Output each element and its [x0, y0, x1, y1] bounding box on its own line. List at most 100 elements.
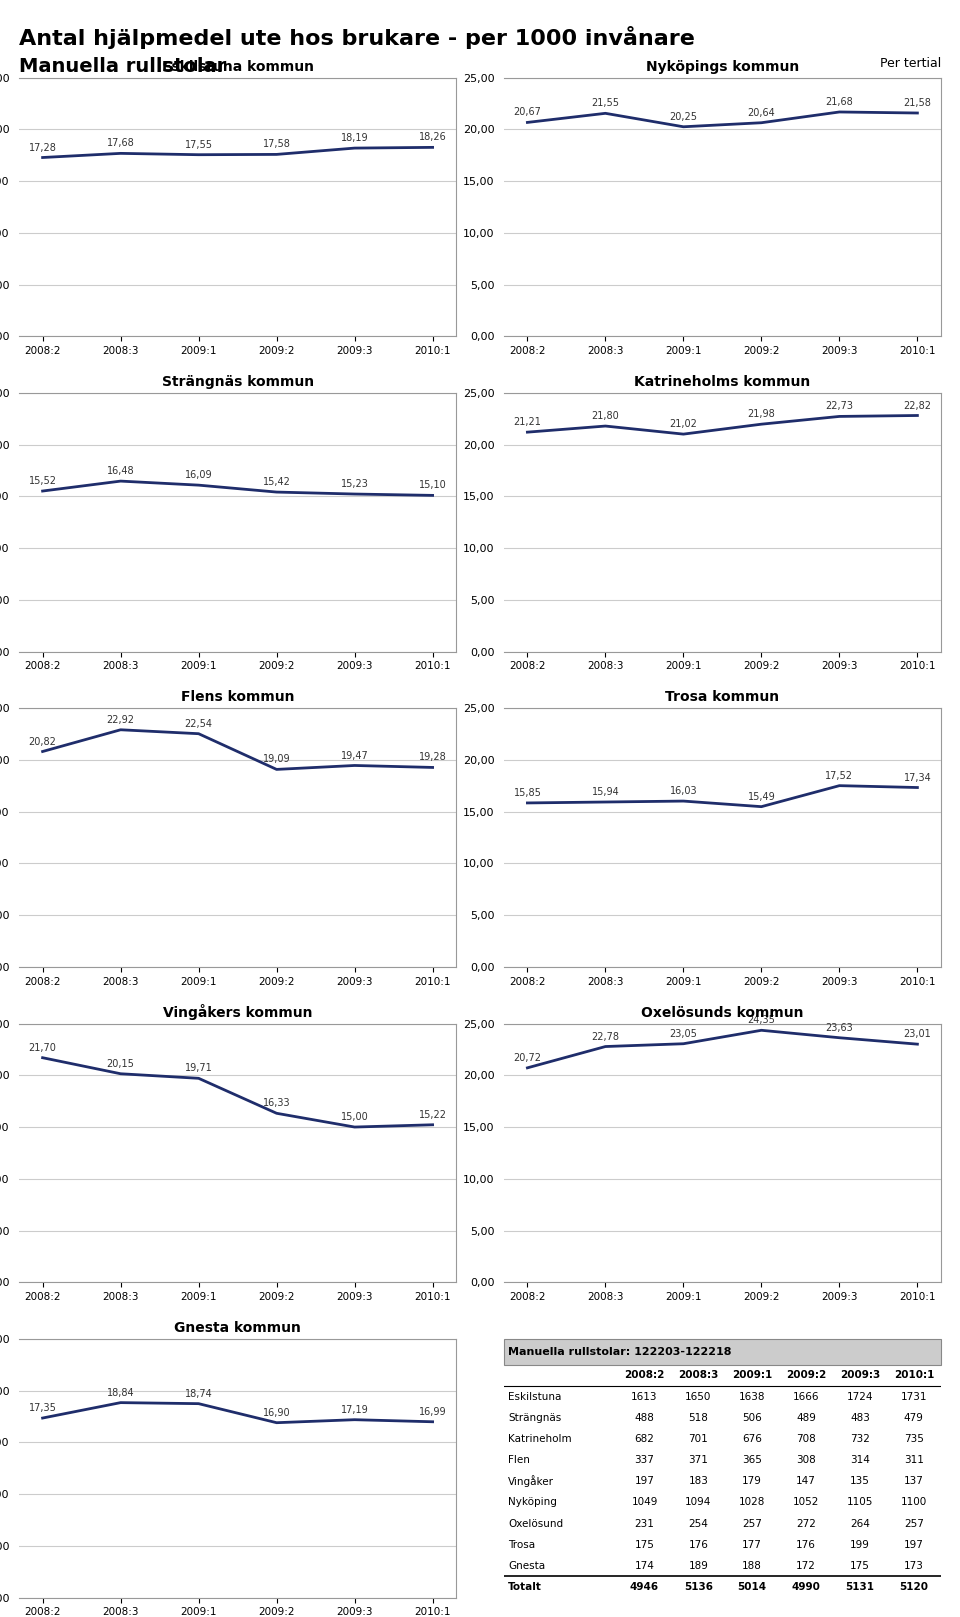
Text: 16,03: 16,03 [669, 786, 697, 796]
Text: 199: 199 [850, 1539, 870, 1549]
Text: 483: 483 [850, 1413, 870, 1423]
Text: 5136: 5136 [684, 1581, 713, 1593]
Text: 1613: 1613 [632, 1392, 658, 1402]
Text: 1094: 1094 [685, 1497, 711, 1507]
Text: 701: 701 [688, 1434, 708, 1444]
Text: 371: 371 [688, 1455, 708, 1465]
Text: Totalt: Totalt [509, 1581, 542, 1593]
Text: 19,71: 19,71 [184, 1064, 212, 1074]
Text: 15,23: 15,23 [341, 479, 369, 488]
Text: 337: 337 [635, 1455, 655, 1465]
Text: 19,09: 19,09 [263, 755, 291, 765]
Text: Vingåker: Vingåker [509, 1475, 554, 1488]
Text: 1052: 1052 [793, 1497, 819, 1507]
Text: 5120: 5120 [900, 1581, 928, 1593]
Text: 21,80: 21,80 [591, 411, 619, 420]
Text: 21,68: 21,68 [826, 97, 853, 107]
Text: 23,05: 23,05 [669, 1028, 697, 1038]
Text: 2008:3: 2008:3 [678, 1370, 719, 1381]
Title: Oxelösunds kommun: Oxelösunds kommun [641, 1006, 804, 1020]
Text: 22,82: 22,82 [903, 401, 931, 411]
Text: 21,21: 21,21 [514, 417, 541, 427]
Text: 15,00: 15,00 [341, 1112, 369, 1122]
Text: 19,28: 19,28 [419, 752, 446, 763]
Text: 264: 264 [850, 1518, 870, 1528]
Text: 21,02: 21,02 [669, 419, 697, 429]
Text: 20,82: 20,82 [29, 737, 57, 747]
Text: 1638: 1638 [739, 1392, 765, 1402]
Text: 2010:1: 2010:1 [894, 1370, 934, 1381]
Text: 15,10: 15,10 [419, 480, 446, 490]
Title: Nyköpings kommun: Nyköpings kommun [646, 60, 799, 74]
Text: 257: 257 [904, 1518, 924, 1528]
Text: 1724: 1724 [847, 1392, 874, 1402]
Text: 4990: 4990 [792, 1581, 821, 1593]
Text: Gnesta: Gnesta [509, 1560, 545, 1570]
Text: 20,67: 20,67 [514, 107, 541, 118]
Text: 135: 135 [850, 1476, 870, 1486]
Text: 708: 708 [796, 1434, 816, 1444]
Text: 2009:3: 2009:3 [840, 1370, 880, 1381]
Text: 17,68: 17,68 [107, 139, 134, 149]
Text: 18,74: 18,74 [184, 1389, 212, 1399]
Title: Vingåkers kommun: Vingåkers kommun [163, 1004, 312, 1020]
Text: 173: 173 [904, 1560, 924, 1570]
Bar [504, 1339, 941, 1365]
Text: 147: 147 [796, 1476, 816, 1486]
Text: Flen: Flen [509, 1455, 530, 1465]
Text: 5014: 5014 [737, 1581, 767, 1593]
Text: 137: 137 [904, 1476, 924, 1486]
Text: 20,15: 20,15 [107, 1059, 134, 1069]
Text: 15,85: 15,85 [514, 787, 541, 799]
Text: 23,63: 23,63 [826, 1024, 853, 1033]
Text: 735: 735 [904, 1434, 924, 1444]
Text: Manuella rullstolar: Manuella rullstolar [19, 57, 227, 76]
Text: 18,19: 18,19 [341, 133, 369, 144]
Text: 231: 231 [635, 1518, 655, 1528]
Text: Katrineholm: Katrineholm [509, 1434, 572, 1444]
Text: 5131: 5131 [846, 1581, 875, 1593]
Text: 16,90: 16,90 [263, 1408, 291, 1418]
Text: 732: 732 [850, 1434, 870, 1444]
Text: 22,92: 22,92 [107, 715, 134, 724]
Text: Eskilstuna: Eskilstuna [509, 1392, 562, 1402]
Text: 1100: 1100 [900, 1497, 927, 1507]
Text: Nyköping: Nyköping [509, 1497, 557, 1507]
Text: 311: 311 [904, 1455, 924, 1465]
Text: 308: 308 [796, 1455, 816, 1465]
Text: 1105: 1105 [847, 1497, 874, 1507]
Text: 17,52: 17,52 [826, 771, 853, 781]
Text: 177: 177 [742, 1539, 762, 1549]
Text: Per tertial: Per tertial [879, 57, 941, 70]
Text: 15,22: 15,22 [419, 1109, 446, 1121]
Text: 22,54: 22,54 [184, 720, 212, 729]
Text: 174: 174 [635, 1560, 655, 1570]
Text: 21,70: 21,70 [29, 1043, 57, 1053]
Text: 20,64: 20,64 [748, 108, 776, 118]
Text: 183: 183 [688, 1476, 708, 1486]
Text: Strängnäs: Strängnäs [509, 1413, 562, 1423]
Title: Gnesta kommun: Gnesta kommun [174, 1321, 301, 1336]
Text: 489: 489 [796, 1413, 816, 1423]
Text: 16,09: 16,09 [184, 471, 212, 480]
Text: 23,01: 23,01 [903, 1028, 931, 1040]
Text: 21,98: 21,98 [748, 409, 776, 419]
Text: 257: 257 [742, 1518, 762, 1528]
Text: 176: 176 [688, 1539, 708, 1549]
Text: Oxelösund: Oxelösund [509, 1518, 564, 1528]
Text: 1650: 1650 [685, 1392, 711, 1402]
Text: Manuella rullstolar: 122203-122218: Manuella rullstolar: 122203-122218 [509, 1347, 732, 1357]
Text: 1731: 1731 [900, 1392, 927, 1402]
Text: 17,28: 17,28 [29, 142, 57, 152]
Text: 272: 272 [796, 1518, 816, 1528]
Text: 506: 506 [742, 1413, 762, 1423]
Text: 1028: 1028 [739, 1497, 765, 1507]
Text: 188: 188 [742, 1560, 762, 1570]
Text: 15,52: 15,52 [29, 475, 57, 487]
Text: 172: 172 [796, 1560, 816, 1570]
Title: Trosa kommun: Trosa kommun [665, 690, 780, 705]
Title: Katrineholms kommun: Katrineholms kommun [635, 375, 810, 390]
Text: 175: 175 [635, 1539, 655, 1549]
Text: 22,73: 22,73 [826, 401, 853, 411]
Title: Strängnäs kommun: Strängnäs kommun [161, 375, 314, 390]
